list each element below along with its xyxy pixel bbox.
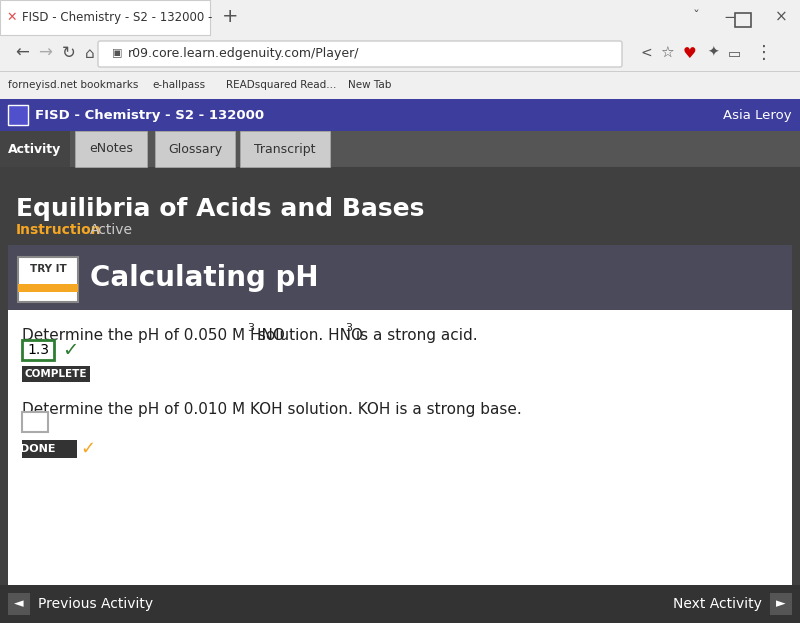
Text: Calculating pH: Calculating pH xyxy=(90,264,318,292)
Text: Instruction: Instruction xyxy=(16,223,102,237)
Bar xyxy=(8,310,792,585)
Text: ⋮: ⋮ xyxy=(755,44,773,62)
FancyBboxPatch shape xyxy=(98,41,622,67)
Bar xyxy=(22,366,90,382)
Text: Activity: Activity xyxy=(8,143,62,156)
Text: solution. HNO: solution. HNO xyxy=(253,328,363,343)
Bar xyxy=(770,593,792,615)
Text: TRY IT: TRY IT xyxy=(30,264,66,274)
Text: Determine the pH of 0.050 M HNO: Determine the pH of 0.050 M HNO xyxy=(22,328,285,343)
Bar xyxy=(0,585,800,623)
Text: FISD - Chemistry - S2 - 132000 -: FISD - Chemistry - S2 - 132000 - xyxy=(22,11,212,24)
Text: Previous Activity: Previous Activity xyxy=(38,597,153,611)
Text: ✓: ✓ xyxy=(62,341,78,359)
Text: 1.3: 1.3 xyxy=(27,343,49,357)
Bar xyxy=(0,0,210,35)
Text: r09.core.learn.edgenuity.com/Player/: r09.core.learn.edgenuity.com/Player/ xyxy=(128,47,359,60)
Text: Asia Leroy: Asia Leroy xyxy=(723,108,792,121)
Bar xyxy=(8,593,30,615)
Text: ▣: ▣ xyxy=(112,48,122,58)
Text: ◄: ◄ xyxy=(14,597,24,611)
Text: FISD - Chemistry - S2 - 132000: FISD - Chemistry - S2 - 132000 xyxy=(35,108,264,121)
Bar xyxy=(0,71,800,99)
Text: ►: ► xyxy=(776,597,786,611)
Text: Transcript: Transcript xyxy=(254,143,316,156)
Text: COMPLETE: COMPLETE xyxy=(25,369,87,379)
Text: Equilibria of Acids and Bases: Equilibria of Acids and Bases xyxy=(16,197,424,221)
Text: DONE: DONE xyxy=(20,444,56,454)
Bar xyxy=(22,340,54,360)
Bar xyxy=(18,284,78,292)
Text: ˇ: ˇ xyxy=(693,10,700,24)
Bar xyxy=(155,131,235,167)
Text: ×: × xyxy=(775,9,788,24)
Text: Active: Active xyxy=(90,223,133,237)
Bar xyxy=(0,131,70,167)
Bar xyxy=(0,131,800,167)
Text: New Tab: New Tab xyxy=(348,80,391,90)
Text: <: < xyxy=(640,46,652,60)
Bar xyxy=(0,0,800,35)
Text: Glossary: Glossary xyxy=(168,143,222,156)
Text: Determine the pH of 0.010 M KOH solution. KOH is a strong base.: Determine the pH of 0.010 M KOH solution… xyxy=(22,402,522,417)
Bar xyxy=(735,13,751,27)
Text: forneyisd.net bookmarks: forneyisd.net bookmarks xyxy=(8,80,138,90)
Text: ✦: ✦ xyxy=(707,46,718,60)
Bar xyxy=(22,412,48,432)
Text: eNotes: eNotes xyxy=(89,143,133,156)
Bar xyxy=(0,99,800,131)
Text: ♥: ♥ xyxy=(683,45,697,60)
Text: READsquared Read...: READsquared Read... xyxy=(226,80,336,90)
Bar xyxy=(8,105,28,125)
Text: +: + xyxy=(222,7,238,27)
Bar xyxy=(0,167,800,623)
Text: →: → xyxy=(38,44,52,62)
Bar xyxy=(240,131,330,167)
Text: is a strong acid.: is a strong acid. xyxy=(351,328,478,343)
Bar xyxy=(18,257,78,302)
Text: ✕: ✕ xyxy=(6,11,18,24)
Bar xyxy=(0,35,800,71)
Bar xyxy=(22,440,77,458)
Text: ✓: ✓ xyxy=(80,440,95,458)
Bar xyxy=(8,245,792,310)
Text: ⌂: ⌂ xyxy=(85,45,94,60)
Text: 3: 3 xyxy=(247,323,254,333)
Text: ☆: ☆ xyxy=(660,45,674,60)
Bar xyxy=(75,131,147,167)
Text: ↻: ↻ xyxy=(62,44,76,62)
Text: −: − xyxy=(723,9,736,24)
Text: 3: 3 xyxy=(345,323,352,333)
Text: ←: ← xyxy=(15,44,29,62)
Text: Next Activity: Next Activity xyxy=(673,597,762,611)
Text: e-hallpass: e-hallpass xyxy=(153,80,206,90)
Text: ▭: ▭ xyxy=(728,46,741,60)
